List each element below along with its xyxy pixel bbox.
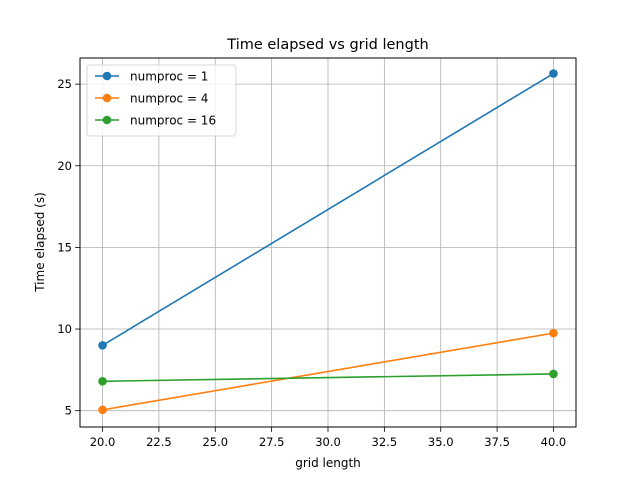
legend: numproc = 1 numproc = 4 numproc = 16 bbox=[86, 64, 237, 137]
y-tick-label: 25 bbox=[57, 77, 72, 91]
data-point bbox=[549, 328, 558, 338]
x-tick-label: 27.5 bbox=[259, 435, 285, 449]
y-tick-label: 20 bbox=[57, 159, 72, 173]
legend-label: numproc = 1 bbox=[130, 70, 208, 84]
data-point bbox=[549, 69, 558, 78]
x-axis-label: grid length bbox=[295, 456, 361, 470]
data-point bbox=[98, 405, 107, 415]
legend-item: numproc = 16 bbox=[95, 114, 216, 128]
x-tick-label: 37.5 bbox=[484, 435, 510, 449]
y-axis-ticks: 5 10 15 20 25 bbox=[57, 77, 80, 418]
data-point bbox=[549, 369, 558, 379]
x-tick-label: 22.5 bbox=[146, 435, 172, 449]
x-tick-label: 20.0 bbox=[90, 435, 116, 449]
legend-marker bbox=[102, 71, 112, 81]
x-tick-label: 25.0 bbox=[202, 435, 228, 449]
legend-label: numproc = 16 bbox=[130, 114, 216, 128]
legend-marker bbox=[102, 115, 112, 125]
x-tick-label: 40.0 bbox=[541, 435, 567, 449]
data-point bbox=[98, 376, 107, 386]
series-3 bbox=[98, 369, 558, 386]
y-tick-label: 10 bbox=[57, 322, 72, 336]
series-line bbox=[102, 332, 554, 411]
legend-box bbox=[86, 64, 237, 137]
legend-item: numproc = 1 bbox=[95, 70, 208, 84]
series-layer bbox=[98, 69, 558, 415]
series-2 bbox=[98, 328, 558, 415]
y-tick-label: 15 bbox=[57, 240, 72, 254]
legend-item: numproc = 4 bbox=[95, 92, 208, 106]
legend-marker bbox=[102, 93, 112, 103]
y-tick-label: 5 bbox=[65, 404, 72, 418]
x-tick-label: 30.0 bbox=[315, 435, 341, 449]
x-tick-label: 32.5 bbox=[372, 435, 398, 449]
series-line bbox=[102, 72, 554, 347]
x-tick-label: 35.0 bbox=[428, 435, 454, 449]
series-line bbox=[102, 373, 554, 383]
chart-title: Time elapsed vs grid length bbox=[226, 37, 428, 53]
legend-label: numproc = 4 bbox=[130, 92, 208, 106]
series-1 bbox=[98, 69, 558, 350]
x-axis-ticks: 20.0 22.5 25.0 27.5 30.0 32.5 35.0 37.5 40.0 bbox=[90, 427, 567, 449]
data-point bbox=[98, 341, 107, 350]
y-axis-label: Time elapsed (s) bbox=[33, 192, 47, 293]
